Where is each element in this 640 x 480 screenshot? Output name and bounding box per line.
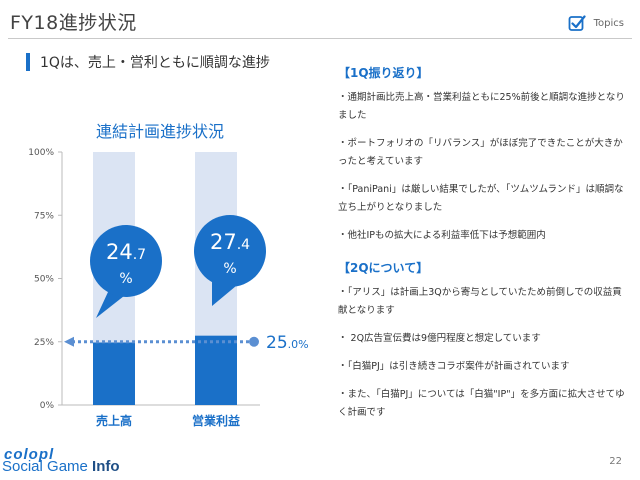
- title-divider: [8, 38, 632, 39]
- checkbox-icon: [568, 15, 586, 31]
- callout-tail: [96, 292, 124, 318]
- callout-bubble: 27.4%: [194, 215, 266, 306]
- bullet-item: ・他社IPもの拡大による利益率低下は予想範囲内: [338, 230, 546, 241]
- section-heading: 【1Q振り返り】: [338, 66, 429, 80]
- bar-value: [195, 335, 237, 405]
- headline-text: 1Qは、売上・営利ともに順調な進捗: [40, 55, 270, 71]
- site-logo: colopl Social Game Info: [2, 446, 142, 476]
- slide-title: FY18進捗状況: [10, 12, 137, 34]
- reference-line-group: 25.0%: [64, 333, 309, 353]
- x-tick-label: 営業利益: [192, 413, 240, 428]
- topics-label: Topics: [593, 17, 624, 29]
- callout-circle: [90, 225, 162, 297]
- callout-value: 27.4: [210, 230, 250, 254]
- y-tick-label: 75%: [34, 211, 54, 221]
- section-heading: 【2Qについて】: [338, 261, 429, 275]
- x-tick-label: 売上高: [96, 413, 132, 428]
- callout-bubble: 24.7%: [90, 225, 162, 318]
- bullet-item: ・ポートフォリオの「リバランス」がほぼ完了できたことが大きかったと考えています: [338, 138, 623, 167]
- chart-title: 連結計画進捗状況: [95, 122, 224, 141]
- reference-label: 25.0%: [266, 333, 309, 353]
- bullet-item: ・また、「白猫PJ」については「白猫"IP"」を多方面に拡大させてゆく計画です: [338, 389, 625, 418]
- section-q2-outlook: 【2Qについて】 ・「アリス」は計画上3Qから寄与としていたため前倒しでの収益貢…: [338, 259, 628, 422]
- callout-value: 24.7: [106, 240, 146, 264]
- chart-axes: 0% 25% 50% 75% 100% 売上高 営業利益: [28, 148, 260, 428]
- bullet-item: ・「アリス」は計画上3Qから寄与としていたため前倒しでの収益貢献となります: [338, 287, 622, 316]
- callout-bubbles: 24.7%27.4%: [90, 215, 266, 318]
- headline: 1Qは、売上・営利ともに順調な進捗: [26, 52, 270, 72]
- logo-site-name: Social Game Info: [2, 458, 120, 475]
- y-tick-label: 25%: [34, 338, 54, 348]
- callout-unit: %: [119, 271, 132, 287]
- section-q1-review: 【1Q振り返り】 ・通期計画比売上高・営業利益ともに25%前後と順調な進捗となり…: [338, 64, 628, 245]
- page-number: 22: [609, 456, 622, 467]
- logo-info: Info: [92, 458, 120, 475]
- bullet-item: ・通期計画比売上高・営業利益ともに25%前後と順調な進捗となりました: [338, 92, 625, 121]
- commentary-column: 【1Q振り返り】 ・通期計画比売上高・営業利益ともに25%前後と順調な進捗となり…: [338, 64, 628, 432]
- topics-tag: Topics: [568, 14, 624, 32]
- callout-unit: %: [223, 261, 236, 277]
- y-tick-label: 0%: [40, 401, 55, 411]
- bullet-item: ・ 2Q広告宣伝費は9億円程度と想定しています: [338, 333, 541, 344]
- logo-text: Social Game: [2, 458, 93, 475]
- bullet-item: ・「白猫PJ」は引き続きコラボ案件が計画されています: [338, 361, 570, 372]
- bullet-item: ・「PaniPani」は厳しい結果でしたが、「ツムツムランド」は順調な立ち上がり…: [338, 184, 624, 213]
- callout-tail: [212, 282, 236, 306]
- logo-wordmark: colopl: [4, 446, 55, 463]
- reference-arrow-icon: [64, 336, 74, 347]
- y-tick-label: 100%: [28, 148, 54, 158]
- bar-value: [93, 342, 135, 405]
- y-tick-label: 50%: [34, 275, 54, 285]
- headline-accent-bar: [26, 53, 30, 71]
- reference-marker: [249, 336, 259, 347]
- callout-circle: [194, 215, 266, 287]
